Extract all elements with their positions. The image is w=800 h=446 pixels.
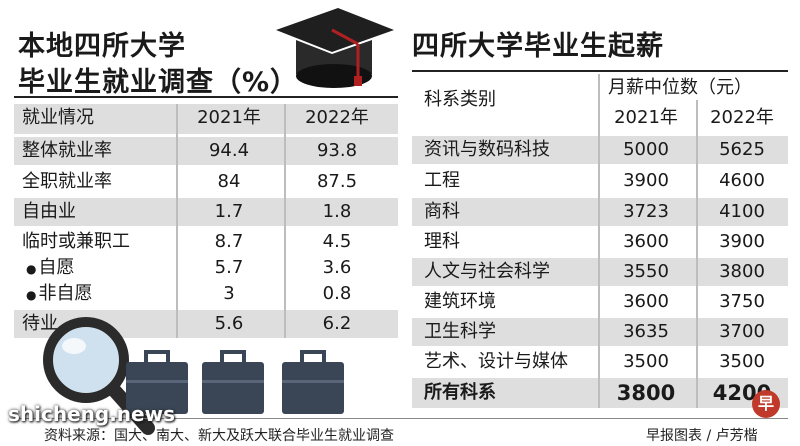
right-band-7 <box>412 318 788 346</box>
left-header-2022: 2022年 <box>305 107 369 128</box>
right-row-2022: 4100 <box>719 201 765 222</box>
right-row-label: 资讯与数码科技 <box>424 139 550 160</box>
left-row-2021: 84 <box>217 171 241 192</box>
left-row-2022: 87.5 <box>316 171 358 192</box>
left-row-label: 非自愿 <box>38 283 93 304</box>
left-header-band <box>14 104 398 134</box>
left-row-2021: 1.7 <box>214 201 244 222</box>
right-row-label: 商科 <box>424 201 460 222</box>
right-divider-2 <box>696 100 698 408</box>
right-title: 四所大学毕业生起薪 <box>412 31 664 62</box>
left-title-line2: 毕业生就业调查（%） <box>18 67 299 98</box>
right-row-2021: 3900 <box>623 170 669 191</box>
right-row-label: 人文与社会科学 <box>424 261 550 282</box>
left-header-category: 就业情况 <box>22 107 94 128</box>
right-total-2021: 3800 <box>616 381 676 405</box>
left-top-rule <box>14 96 398 98</box>
right-row-label: 工程 <box>424 170 460 191</box>
right-row-2021: 5000 <box>623 139 669 160</box>
newspaper-logo: 早 <box>752 390 780 418</box>
right-row-label: 卫生科学 <box>424 321 496 342</box>
left-row-label: 整体就业率 <box>22 140 112 161</box>
left-row-2022: 4.5 <box>322 231 352 252</box>
right-row-2022: 3750 <box>719 291 765 312</box>
right-total-label: 所有科系 <box>424 382 496 403</box>
right-header-category: 科系类别 <box>424 89 496 110</box>
right-header-2022: 2022年 <box>710 107 774 128</box>
magnifying-glass-icon <box>43 317 155 435</box>
left-row-label: 自愿 <box>38 257 75 278</box>
right-row-label: 理科 <box>424 231 460 252</box>
briefcase-icon <box>126 350 188 414</box>
right-header-median: 月薪中位数（元） <box>608 77 752 98</box>
right-row-label: 建筑环境 <box>424 291 496 312</box>
right-row-2021: 3635 <box>623 321 669 342</box>
left-row-label: 待业 <box>22 313 58 334</box>
left-row-label: 全职就业率 <box>22 171 112 192</box>
right-row-2022: 3500 <box>719 351 765 372</box>
right-row-2021: 3600 <box>623 231 669 252</box>
right-row-2022: 3800 <box>719 261 765 282</box>
left-row-2022: 0.8 <box>322 283 352 304</box>
right-row-2021: 3600 <box>623 291 669 312</box>
left-band-1 <box>14 137 398 165</box>
left-row-label: 临时或兼职工 <box>22 231 130 252</box>
graduation-cap-icon <box>276 8 394 88</box>
right-row-2021: 3500 <box>623 351 669 372</box>
left-title-line1: 本地四所大学 <box>18 31 186 62</box>
left-row-2021: 5.6 <box>214 313 244 334</box>
left-row-2021: 94.4 <box>208 140 250 161</box>
right-row-2022: 5625 <box>719 139 765 160</box>
left-subrow: ● 自愿 <box>26 254 74 283</box>
bullet-icon: ● <box>26 288 37 302</box>
footer-source: 资料来源：国大、南大、新大及跃大联合毕业生就业调查 <box>44 428 394 444</box>
left-row-2021: 5.7 <box>214 257 244 278</box>
right-band-3 <box>412 198 788 226</box>
briefcase-icon <box>202 350 264 414</box>
right-band-5 <box>412 258 788 286</box>
left-divider-1 <box>176 104 178 338</box>
right-row-2022: 4600 <box>719 170 765 191</box>
left-header-2021: 2021年 <box>197 107 261 128</box>
left-row-2021: 3 <box>223 283 235 304</box>
left-band-3 <box>14 198 398 226</box>
right-row-2021: 3723 <box>623 201 669 222</box>
right-top-rule <box>412 70 788 72</box>
right-row-label: 艺术、设计与媒体 <box>424 351 568 372</box>
bottom-rule <box>14 418 788 419</box>
right-band-total <box>412 378 788 408</box>
left-subrow: ● 非自愿 <box>26 280 92 309</box>
bullet-icon: ● <box>26 262 37 276</box>
right-band-1 <box>412 136 788 164</box>
left-divider-2 <box>284 104 286 338</box>
right-row-2022: 3900 <box>719 231 765 252</box>
right-header-2021: 2021年 <box>614 107 678 128</box>
watermark: shicheng.news <box>8 402 175 426</box>
right-divider-1 <box>598 74 600 408</box>
left-row-2021: 8.7 <box>214 231 244 252</box>
left-row-2022: 6.2 <box>322 313 352 334</box>
briefcase-icon <box>282 350 344 414</box>
left-row-2022: 1.8 <box>322 201 352 222</box>
footer-credit: 早报图表 / 卢芳楷 <box>646 428 758 444</box>
right-row-2022: 3700 <box>719 321 765 342</box>
left-row-2022: 3.6 <box>322 257 352 278</box>
left-row-label: 自由业 <box>22 201 76 222</box>
left-row-2022: 93.8 <box>316 140 358 161</box>
right-row-2021: 3550 <box>623 261 669 282</box>
